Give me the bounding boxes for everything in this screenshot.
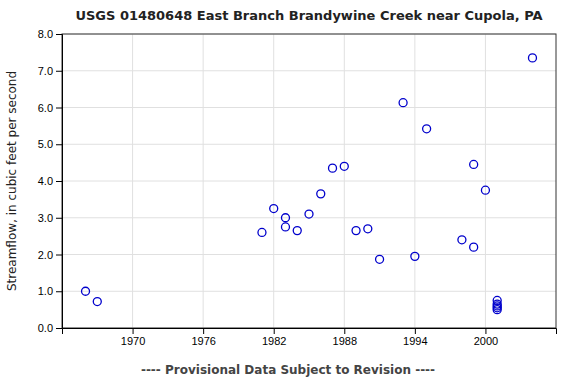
y-grid-line	[62, 70, 556, 71]
point	[281, 223, 289, 231]
point	[317, 190, 325, 198]
point	[376, 255, 384, 263]
title: USGS 01480648 East Branch Brandywine Cre…	[75, 8, 542, 23]
point	[423, 125, 431, 133]
x-tick-mark	[133, 328, 134, 334]
y-axis: 0.0 1.0 2.0 3.0 4.0 5.0 6.0 7.0 8.0	[38, 28, 63, 334]
point	[528, 54, 536, 62]
x-tick-label: 1976	[191, 335, 215, 347]
y-tick-label: 2.0	[38, 249, 53, 261]
x-tick-label: 2000	[474, 335, 498, 347]
plot-frame	[62, 34, 556, 328]
point	[481, 186, 489, 194]
y-grid-line	[62, 291, 556, 292]
plot-area: 1970 1976 1982 1988 1994 2000 0.0 1.0 2.0 3.0 4.0 5…	[38, 28, 557, 347]
y-tick-mark	[56, 181, 62, 182]
x-tick: 1988	[333, 328, 357, 347]
y-tick: 5.0	[38, 138, 62, 150]
y-tick: 8.0	[38, 28, 62, 40]
x-tick-mark	[344, 328, 345, 334]
y-tick-mark	[56, 144, 62, 145]
x-tick-mark	[415, 328, 416, 334]
point	[281, 214, 289, 222]
point	[329, 164, 337, 172]
y-tick: 7.0	[38, 65, 62, 77]
point	[352, 227, 360, 235]
y-axis-line	[56, 35, 63, 329]
x-tick: 1994	[403, 328, 427, 347]
y-tick-mark	[56, 71, 62, 72]
point	[364, 225, 372, 233]
x-tick-label: 1994	[403, 335, 427, 347]
points	[82, 54, 537, 314]
y-tick-label: 5.0	[38, 138, 53, 150]
x-tick-label: 1988	[333, 335, 357, 347]
point	[293, 227, 301, 235]
point	[258, 228, 266, 236]
y-grid-line	[62, 107, 556, 108]
point	[93, 298, 101, 306]
y-tick: 6.0	[38, 102, 62, 114]
y-tick-mark	[56, 34, 62, 35]
x-tick: 1982	[262, 328, 286, 347]
y-tick-mark	[56, 328, 62, 329]
x-tick-mark	[203, 328, 204, 334]
y-tick: 0.0	[38, 322, 62, 334]
x-tick-label: 1982	[262, 335, 286, 347]
annotation: ---- Provisional Data Subject to Revisio…	[141, 363, 435, 377]
y-tick-label: 3.0	[38, 212, 53, 224]
y-grid-line	[62, 254, 556, 255]
y-tick-mark	[56, 218, 62, 219]
y-tick-mark	[56, 108, 62, 109]
y-tick: 1.0	[38, 285, 62, 297]
point	[399, 99, 407, 107]
x-tick: 1976	[191, 328, 215, 347]
y-tick-label: 0.0	[38, 322, 53, 334]
chart: 1970 1976 1982 1988 1994 2000 0.0 1.0 2.0 3.0 4.0 5…	[0, 0, 576, 384]
x-tick-mark	[485, 328, 486, 334]
y-tick: 2.0	[38, 249, 62, 261]
point	[493, 306, 501, 314]
point	[270, 205, 278, 213]
y-grid-line	[62, 144, 556, 145]
point	[458, 236, 466, 244]
y-tick-mark	[56, 255, 62, 256]
y-tick-mark	[56, 291, 62, 292]
y-axis-title: Streamflow, in cubic feet per second	[5, 71, 19, 291]
y-tick-label: 8.0	[38, 28, 53, 40]
x-tick-label: 1970	[121, 335, 145, 347]
x-tick: 2000	[474, 328, 498, 347]
y-grid-line	[62, 181, 556, 182]
point	[470, 243, 478, 251]
point	[82, 287, 90, 295]
x-axis-line	[63, 329, 557, 335]
y-tick-label: 6.0	[38, 102, 53, 114]
y-tick-label: 1.0	[38, 285, 53, 297]
point	[340, 162, 348, 170]
x-tick: 1970	[121, 328, 145, 347]
grid	[62, 34, 556, 328]
point	[470, 160, 478, 168]
x-axis: 1970 1976 1982 1988 1994 2000	[63, 328, 557, 347]
y-tick: 3.0	[38, 212, 62, 224]
x-tick-mark	[274, 328, 275, 334]
point	[411, 252, 419, 260]
y-tick: 4.0	[38, 175, 62, 187]
point	[305, 210, 313, 218]
y-tick-label: 4.0	[38, 175, 53, 187]
y-tick-label: 7.0	[38, 65, 53, 77]
